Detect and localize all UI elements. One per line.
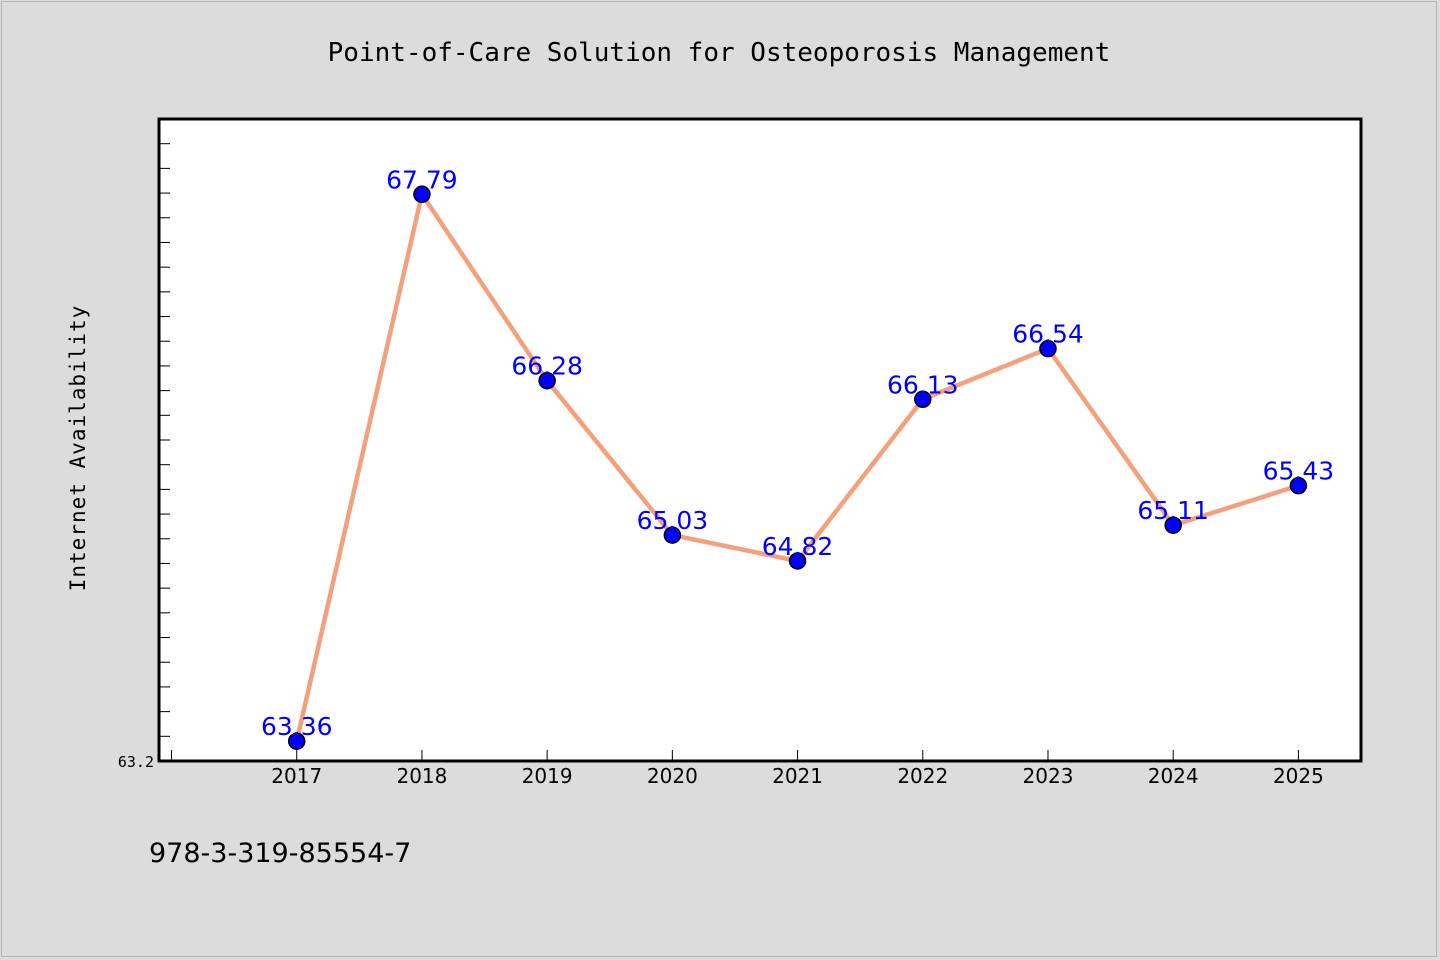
- data-label: 63.36: [261, 712, 333, 741]
- data-label: 65.03: [637, 506, 709, 535]
- data-point: [1039, 339, 1057, 358]
- plot-area: [159, 119, 1361, 761]
- x-axis-ticks: 2017 2018 2019 2020 2021 2022 2023 2024 2025: [171, 750, 1324, 788]
- data-point: [287, 732, 306, 750]
- data-point: [663, 526, 682, 544]
- chart-title: Point-of-Care Solution for Osteoporosis …: [328, 38, 1111, 68]
- x-tick-label: 2020: [647, 764, 698, 788]
- data-label: 66.28: [511, 352, 583, 381]
- data-labels: 63.36 67.79 66.28 65.03 64.82 66.13 66.54 65.11…: [261, 165, 1334, 741]
- x-tick-label: 2017: [271, 764, 322, 788]
- x-tick-label: 2024: [1148, 764, 1199, 788]
- plot-frame: [157, 117, 1363, 763]
- data-point: [538, 371, 556, 390]
- data-label: 65.43: [1263, 457, 1335, 486]
- x-tick-label: 2021: [772, 764, 823, 788]
- x-tick-label: 2018: [396, 764, 447, 788]
- y-axis-ticks: 63.2: [118, 118, 170, 771]
- footer-isbn: 978-3-319-85554-7: [149, 838, 411, 869]
- data-point: [914, 390, 932, 409]
- data-label: 64.82: [762, 532, 834, 561]
- x-tick-label: 2023: [1023, 764, 1074, 788]
- y-axis-label: Internet Availability: [66, 305, 90, 592]
- data-label: 65.11: [1137, 496, 1209, 525]
- data-point: [413, 185, 431, 204]
- x-tick-label: 2019: [522, 764, 573, 788]
- x-tick-label: 2025: [1273, 764, 1324, 788]
- data-label: 66.13: [887, 370, 959, 399]
- data-label: 67.79: [386, 165, 458, 194]
- y-tick-label: 63.2: [118, 753, 154, 771]
- data-point: [1164, 516, 1182, 534]
- data-point: [788, 552, 807, 570]
- data-label: 66.54: [1012, 320, 1084, 349]
- series-line-group: [287, 185, 1308, 750]
- data-point: [1289, 476, 1308, 495]
- x-tick-label: 2022: [897, 764, 948, 788]
